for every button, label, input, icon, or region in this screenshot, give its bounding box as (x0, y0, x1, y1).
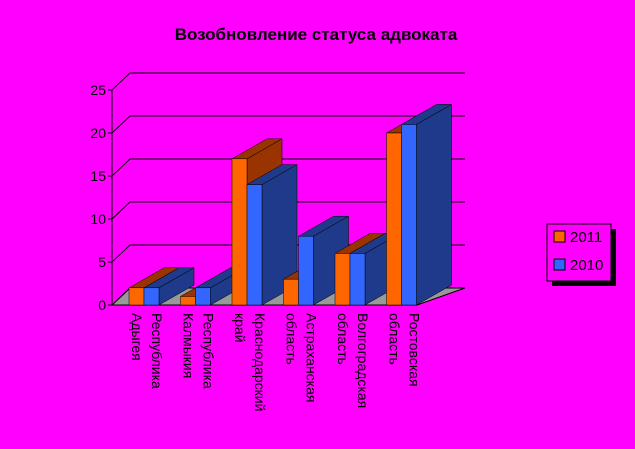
bar (386, 132, 402, 306)
legend-label: 2011 (570, 229, 602, 246)
x-tick-label: Волгоградскаяобласть (335, 313, 371, 408)
bar (298, 235, 314, 306)
chart-title: Возобновление статуса адвоката (175, 25, 458, 44)
x-tick-label: РеспубликаКалмыкия (181, 313, 217, 389)
bar (231, 158, 248, 306)
bar (246, 184, 263, 306)
legend-label: 2010 (570, 257, 603, 274)
grid-line (111, 201, 465, 220)
legend-swatch (553, 230, 566, 243)
bar (401, 124, 417, 306)
grid-line (111, 72, 465, 91)
grid-line (111, 158, 465, 177)
bar (128, 287, 145, 306)
bar (143, 287, 160, 306)
y-tick-label: 10 (90, 211, 106, 227)
x-tick-label: Астраханскаяобласть (284, 313, 320, 402)
bar (349, 253, 366, 306)
bar (180, 296, 196, 306)
y-tick-label: 0 (98, 297, 106, 313)
y-tick-label: 25 (90, 82, 106, 98)
grid-line (111, 115, 465, 134)
y-tick-label: 5 (98, 254, 106, 270)
x-tick-label: Ростовскаяобласть (387, 313, 423, 387)
bar (195, 287, 211, 306)
x-tick-label: Краснодарскийкрай (232, 313, 268, 411)
legend-swatch (553, 258, 566, 271)
y-tick-label: 20 (90, 125, 106, 141)
x-tick-label: РеспубликаАдыгея (129, 313, 165, 389)
y-tick-label: 15 (90, 168, 106, 184)
bar (334, 253, 351, 306)
bar-side (416, 103, 452, 306)
bar (283, 278, 299, 306)
